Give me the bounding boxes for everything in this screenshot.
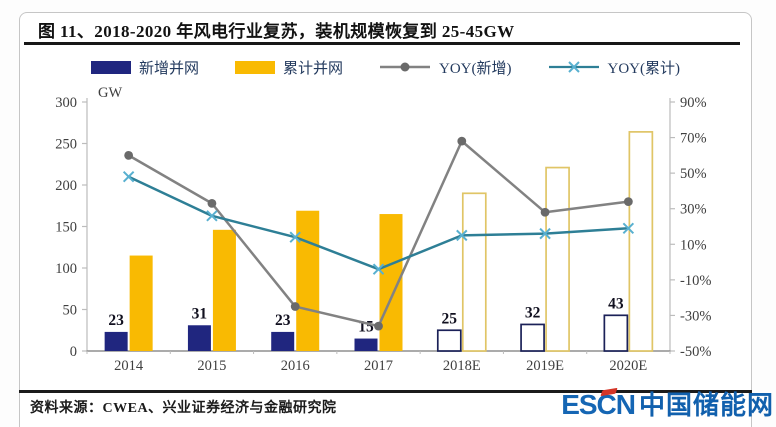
svg-text:150: 150: [55, 220, 77, 236]
x-marker-icon: [206, 210, 218, 222]
legend-label: YOY(累计): [607, 60, 681, 77]
title-underline: [24, 42, 740, 45]
footer-rule: [19, 390, 752, 393]
svg-text:250: 250: [55, 137, 77, 153]
svg-text:300: 300: [55, 95, 77, 111]
bar: [271, 331, 295, 351]
bar: [354, 338, 378, 351]
svg-text:2018E: 2018E: [443, 358, 481, 374]
legend-item-yoy-new: YOY(新增): [379, 57, 512, 78]
watermark: ESCN 中国储能网: [561, 387, 774, 420]
svg-text:-10%: -10%: [680, 273, 711, 289]
bar: [461, 192, 487, 352]
svg-text:25: 25: [442, 310, 458, 327]
svg-text:32: 32: [525, 304, 541, 321]
legend-label: 新增并网: [138, 60, 199, 77]
circle-marker-icon: [623, 197, 633, 207]
svg-text:2014: 2014: [114, 358, 144, 374]
legend-item-cumulative: 累计并网: [235, 57, 343, 78]
svg-text:200: 200: [55, 178, 77, 194]
svg-text:0: 0: [70, 344, 77, 360]
svg-text:GW: GW: [98, 85, 122, 101]
svg-text:2019E: 2019E: [526, 358, 564, 374]
bar: [212, 229, 236, 351]
bar: [187, 325, 211, 351]
svg-text:-50%: -50%: [680, 344, 711, 360]
svg-text:30%: 30%: [680, 202, 707, 218]
bar: [520, 323, 545, 352]
legend-item-yoy-cumulative: YOY(累计): [548, 57, 681, 78]
svg-text:50: 50: [63, 303, 78, 319]
bar: [545, 166, 570, 352]
legend-line-circle-icon: [380, 62, 431, 72]
bar: [628, 131, 654, 352]
svg-text:-30%: -30%: [680, 308, 711, 324]
circle-marker-icon: [124, 150, 134, 160]
svg-text:2015: 2015: [197, 358, 226, 374]
escn-logo: ESCN: [561, 387, 636, 420]
x-marker-icon: [289, 231, 301, 243]
svg-text:10%: 10%: [680, 237, 707, 253]
x-marker-icon: [372, 263, 385, 275]
figure-title: 图 11、2018-2020 年风电行业复苏，装机规模恢复到 25-45GW: [38, 22, 515, 41]
svg-text:50%: 50%: [680, 166, 707, 182]
svg-text:70%: 70%: [680, 131, 707, 147]
bar: [603, 314, 629, 352]
svg-text:2017: 2017: [364, 358, 393, 374]
legend-line-x-icon: [548, 61, 599, 73]
bar: [436, 329, 462, 352]
svg-text:23: 23: [108, 312, 124, 329]
circle-marker-icon: [207, 198, 217, 208]
svg-text:23: 23: [275, 312, 291, 329]
legend-item-new-installed: 新增并网: [90, 57, 199, 78]
legend-label: YOY(新增): [439, 60, 512, 77]
legend-swatch-bar-cumulative-icon: [235, 60, 275, 74]
svg-text:90%: 90%: [680, 95, 707, 111]
circle-marker-icon: [540, 207, 550, 217]
watermark-text: 中国储能网: [638, 390, 774, 420]
x-marker-icon: [122, 170, 135, 183]
x-marker-icon: [456, 229, 468, 242]
x-marker-icon: [539, 227, 551, 240]
legend-swatch-bar-new-icon: [90, 60, 131, 74]
source-note: 资料来源：CWEA、兴业证券经济与金融研究院: [30, 401, 337, 416]
svg-text:100: 100: [55, 261, 77, 277]
bar: [379, 214, 403, 351]
bar: [104, 331, 128, 351]
svg-text:2016: 2016: [281, 358, 310, 374]
svg-text:2020E: 2020E: [609, 358, 647, 374]
svg-text:43: 43: [608, 295, 624, 312]
legend-label: 累计并网: [283, 60, 344, 77]
bar: [296, 210, 320, 351]
chart-legend: 新增并网 累计并网 YOY(新增) YOY(累计): [20, 55, 751, 79]
svg-text:31: 31: [192, 305, 208, 322]
circle-marker-icon: [374, 321, 383, 331]
circle-marker-icon: [457, 136, 467, 146]
x-marker-icon: [622, 222, 635, 234]
circle-marker-icon: [290, 302, 300, 311]
bar: [129, 255, 153, 351]
